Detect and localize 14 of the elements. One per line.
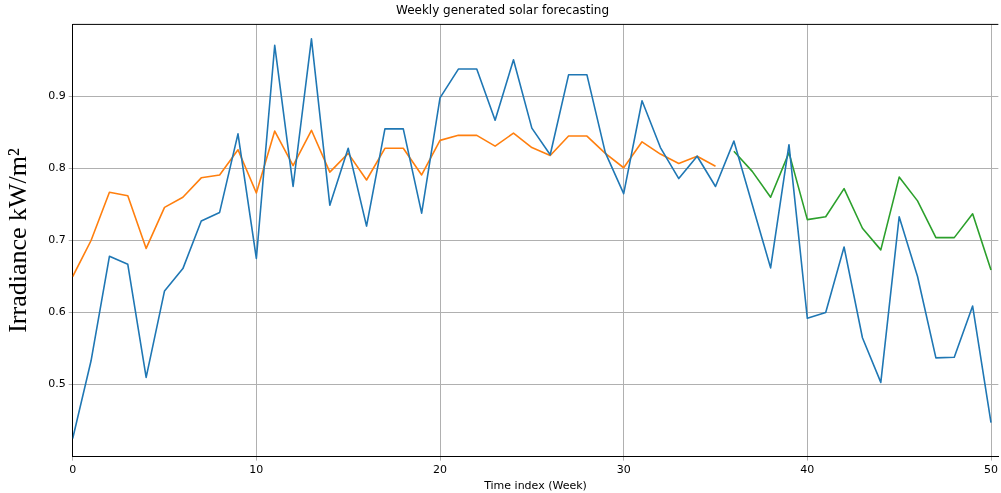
y-tick-label: 0.5 [48,377,66,391]
y-tick-label: 0.6 [48,305,66,319]
x-tick-label: 40 [800,463,815,477]
x-tick-label: 0 [69,463,77,477]
chart-title: Weekly generated solar forecasting [395,3,610,18]
y-tick-label: 0.8 [48,161,66,175]
x-tick-label: 30 [616,463,631,477]
x-tick-label: 50 [984,463,998,477]
x-tick-label: 20 [433,463,448,477]
y-axis-title: Irradiance kW/m² [3,147,33,333]
y-tick-label: 0.7 [48,233,66,247]
x-axis-title: Time index (Week) [483,479,587,493]
y-tick-label: 0.9 [48,89,66,103]
x-tick-label: 10 [249,463,264,477]
